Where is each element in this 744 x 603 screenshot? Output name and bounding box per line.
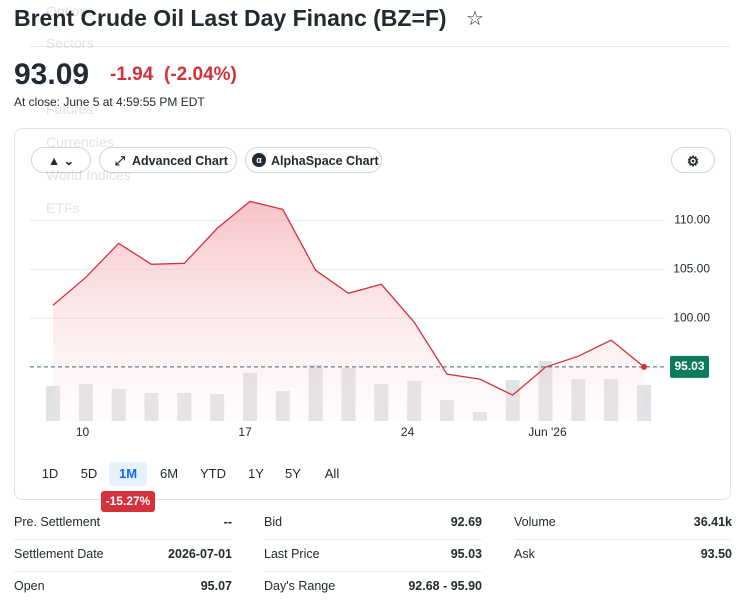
- range-button[interactable]: 1M: [109, 462, 147, 486]
- price-area: [53, 201, 644, 421]
- menu-item: Currencies: [46, 134, 114, 150]
- menu-item: World Indices: [46, 167, 131, 183]
- price: 93.09: [14, 58, 90, 91]
- alphaspace-chart-button[interactable]: α AlphaSpace Chart: [245, 147, 382, 173]
- x-tick-label: 10: [76, 425, 90, 439]
- expand-icon: ⤢: [115, 154, 126, 168]
- stat-divider: [264, 539, 482, 540]
- stat-value: 95.03: [450, 547, 482, 561]
- stat-value: 2026-07-01: [168, 547, 232, 561]
- alpha-icon: α: [252, 153, 266, 167]
- stat-label: Last Price: [264, 547, 320, 561]
- change-pct: (-2.04%): [164, 64, 237, 85]
- stat-divider: [514, 539, 732, 540]
- divider: [30, 46, 730, 47]
- y-tick-label: 110.00: [674, 213, 710, 227]
- chart-type-button[interactable]: ▲ ⌄: [31, 147, 91, 173]
- button-label: AlphaSpace Chart: [271, 154, 379, 168]
- range-button[interactable]: YTD: [200, 466, 226, 481]
- stat-label: Day's Range: [264, 579, 336, 593]
- stat-value: 95.07: [200, 579, 232, 593]
- last-point: [641, 363, 647, 370]
- stat-label: Volume: [514, 515, 556, 529]
- advanced-chart-button[interactable]: ⤢ Advanced Chart: [99, 147, 237, 173]
- x-tick-label: Jun '26: [528, 425, 567, 439]
- star-icon[interactable]: ☆: [466, 8, 484, 30]
- stat-label: Open: [14, 579, 45, 593]
- range-button[interactable]: 5Y: [285, 466, 301, 481]
- last-price-label: 95.03: [674, 359, 704, 373]
- menu-item: Options: [46, 3, 95, 19]
- close-time: At close: June 5 at 4:59:55 PM EDT: [14, 95, 205, 109]
- stat-value: --: [223, 515, 232, 529]
- title: Brent Crude Oil Last Day Financ (BZ=F): [14, 5, 447, 31]
- stat-label: Pre. Settlement: [14, 515, 101, 529]
- range-button[interactable]: All: [324, 466, 340, 481]
- price-line: [52, 200, 645, 396]
- change: -1.94: [110, 64, 154, 85]
- stat-divider: [264, 571, 482, 572]
- menu-item: ETFs: [46, 200, 80, 216]
- stat-value: 92.68 - 95.90: [408, 579, 482, 593]
- x-tick-label: 24: [401, 425, 415, 439]
- stat-label: Ask: [514, 547, 535, 561]
- range-button[interactable]: 6M: [159, 466, 179, 481]
- stat-divider: [14, 571, 232, 572]
- range-button[interactable]: 5D: [80, 466, 98, 481]
- range-change-badge: -15.27%: [101, 491, 155, 512]
- button-label: Advanced Chart: [132, 154, 228, 168]
- stat-divider: [14, 539, 232, 540]
- x-tick-label: 17: [238, 425, 252, 439]
- stat-value: 92.69: [450, 515, 482, 529]
- range-button[interactable]: 1D: [41, 466, 59, 481]
- stat-label: Settlement Date: [14, 547, 104, 561]
- menu-item: Sectors: [46, 35, 94, 51]
- settings-button[interactable]: ⚙: [671, 147, 715, 173]
- y-tick-label: 105.00: [673, 261, 710, 275]
- stat-value: 36.41k: [693, 515, 732, 529]
- chart-card: [14, 128, 731, 500]
- last-price-box: [670, 355, 709, 378]
- menu-item: Futures: [46, 101, 94, 117]
- stat-value: 93.50: [700, 547, 732, 561]
- y-tick-label: 100.00: [673, 310, 710, 324]
- stat-label: Bid: [264, 515, 283, 529]
- range-button[interactable]: 1Y: [248, 466, 264, 481]
